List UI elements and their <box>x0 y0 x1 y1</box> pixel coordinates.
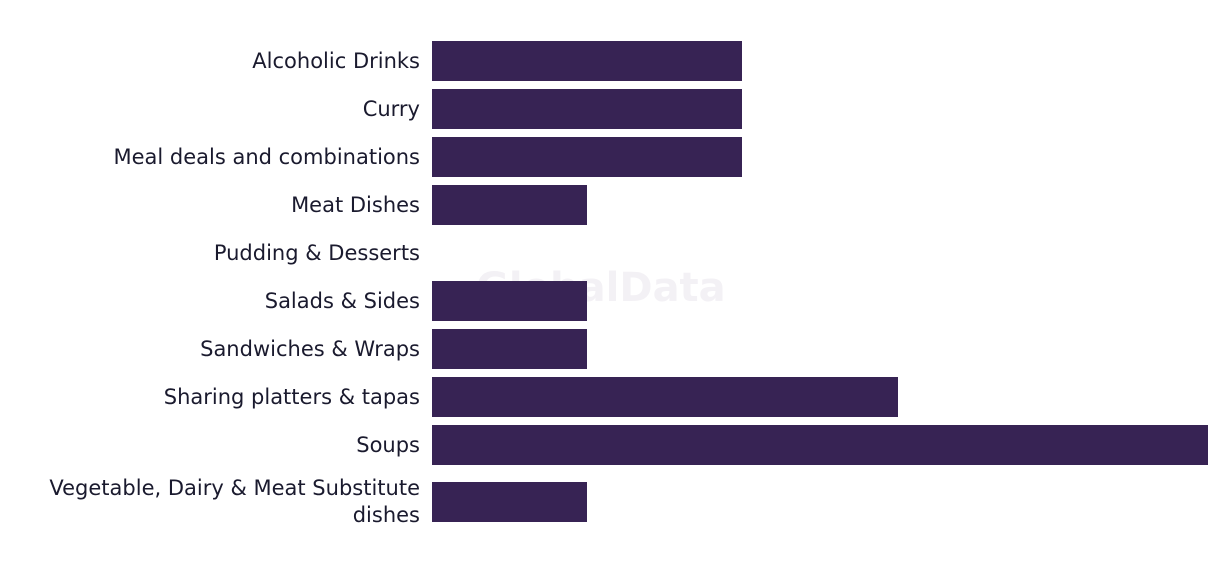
bar-track <box>432 185 1208 225</box>
bar-row: Meal deals and combinations <box>0 133 1220 181</box>
bar <box>432 41 743 81</box>
category-label: Meat Dishes <box>291 192 420 217</box>
category-label: Sharing platters & tapas <box>163 384 420 409</box>
category-label: Salads & Sides <box>264 288 420 313</box>
bar <box>432 377 898 417</box>
bar-track <box>432 137 1208 177</box>
category-label: Curry <box>362 96 420 121</box>
category-label: Sandwiches & Wraps <box>200 336 420 361</box>
bar-row: Vegetable, Dairy & Meat Substitute dishe… <box>0 469 1220 535</box>
bar-row: Meat Dishes <box>0 181 1220 229</box>
category-label: Meal deals and combinations <box>113 144 420 169</box>
bar <box>432 137 743 177</box>
bar <box>432 281 588 321</box>
bar-track <box>432 425 1208 465</box>
bar-row: Alcoholic Drinks <box>0 37 1220 85</box>
bar-row: Soups <box>0 421 1220 469</box>
bar <box>432 185 588 225</box>
bar-track <box>432 281 1208 321</box>
bar <box>432 89 743 129</box>
bar-row: Salads & Sides <box>0 277 1220 325</box>
bar-row: Curry <box>0 85 1220 133</box>
bar-track <box>432 329 1208 369</box>
bar <box>432 482 588 522</box>
bar-track <box>432 233 1208 273</box>
bar-track <box>432 377 1208 417</box>
category-label: Soups <box>356 432 420 457</box>
bar <box>432 425 1208 465</box>
category-label: Vegetable, Dairy & Meat Substitute dishe… <box>49 476 420 527</box>
bar-row: Sharing platters & tapas <box>0 373 1220 421</box>
bar-track <box>432 482 1208 522</box>
category-label: Pudding & Desserts <box>213 240 420 265</box>
bar-track <box>432 89 1208 129</box>
bar-row: Sandwiches & Wraps <box>0 325 1220 373</box>
bar-row: Pudding & Desserts <box>0 229 1220 277</box>
chart: Alcoholic Drinks Curry Meal deals and comb… <box>0 37 1220 535</box>
category-label: Alcoholic Drinks <box>252 48 420 73</box>
bar <box>432 329 588 369</box>
bar-track <box>432 41 1208 81</box>
